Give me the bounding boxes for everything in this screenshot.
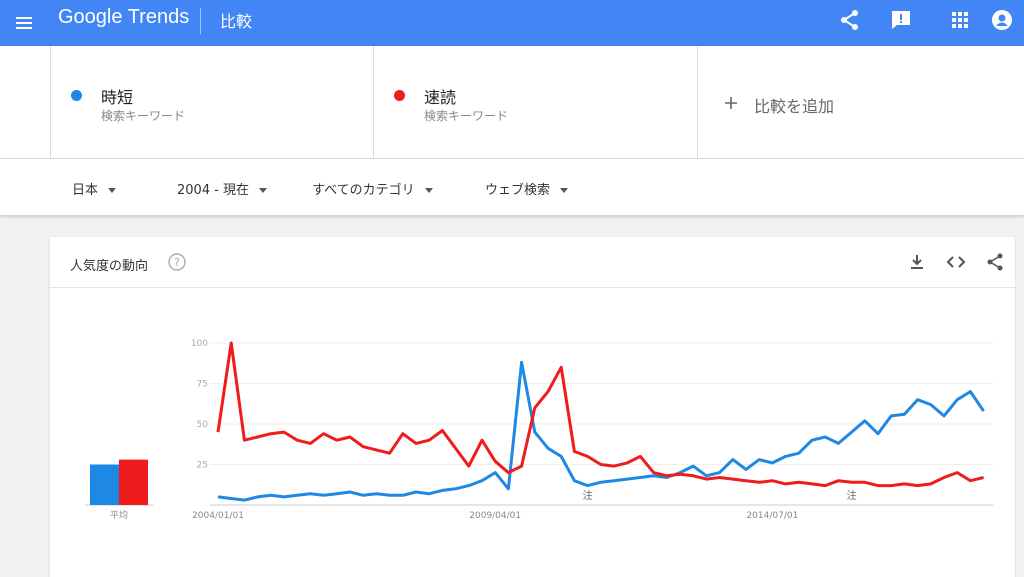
average-label: 平均 bbox=[110, 509, 128, 521]
term-type: 検索キーワード bbox=[101, 109, 186, 123]
term-type: 検索キーワード bbox=[424, 109, 509, 123]
term-dot bbox=[394, 90, 405, 101]
y-tick-label: 75 bbox=[197, 380, 208, 390]
divider bbox=[200, 8, 201, 34]
y-tick-label: 100 bbox=[191, 339, 208, 349]
y-tick-label: 25 bbox=[197, 461, 208, 471]
filter[interactable]: 日本 bbox=[72, 179, 116, 198]
feedback-icon[interactable] bbox=[889, 8, 913, 32]
search-terms: 時短 検索キーワード 速読 検索キーワード 比較を追加 bbox=[0, 46, 1024, 159]
account-icon[interactable] bbox=[990, 8, 1014, 32]
embed-icon[interactable] bbox=[946, 253, 966, 271]
svg-text:?: ? bbox=[174, 256, 180, 269]
download-icon[interactable] bbox=[908, 253, 926, 271]
filter[interactable]: 2004 - 現在 bbox=[177, 179, 267, 198]
share-icon[interactable] bbox=[838, 8, 862, 32]
series-line bbox=[216, 341, 984, 488]
top-bar: Google Trends 比較 bbox=[0, 0, 1024, 46]
annotation: 注 bbox=[847, 489, 857, 502]
help-icon[interactable]: ? bbox=[167, 252, 187, 272]
average-bar bbox=[119, 459, 148, 505]
apps-icon[interactable] bbox=[950, 10, 970, 30]
filter[interactable]: ウェブ検索 bbox=[485, 179, 568, 198]
share-icon[interactable] bbox=[985, 252, 1005, 272]
chart-card: 人気度の動向 ? bbox=[50, 237, 1015, 577]
card-title: 人気度の動向 bbox=[70, 259, 149, 274]
filter[interactable]: すべてのカテゴリ bbox=[312, 179, 433, 198]
x-tick-label: 2009/04/01 bbox=[469, 511, 521, 521]
series-line bbox=[217, 360, 985, 502]
annotation: 注 bbox=[583, 489, 593, 502]
plus-icon bbox=[725, 97, 737, 109]
logo[interactable]: Google Trends bbox=[58, 6, 190, 28]
term-dot bbox=[71, 90, 82, 101]
x-tick-label: 2004/01/01 bbox=[192, 511, 244, 521]
y-tick-label: 50 bbox=[197, 420, 209, 430]
filters: 日本 2004 - 現在 すべてのカテゴリ ウェブ検索 bbox=[0, 159, 1024, 215]
page-name: 比較 bbox=[220, 12, 253, 31]
term-card[interactable]: 速読 検索キーワード bbox=[373, 46, 697, 158]
add-term[interactable]: 比較を追加 bbox=[697, 46, 1024, 158]
term-card[interactable]: 時短 検索キーワード bbox=[50, 46, 374, 158]
separator bbox=[50, 287, 1015, 288]
x-tick-label: 2014/07/01 bbox=[746, 511, 798, 521]
menu-icon[interactable] bbox=[14, 13, 34, 33]
add-label: 比較を追加 bbox=[754, 97, 835, 116]
average-bar bbox=[90, 464, 119, 505]
term-name: 時短 bbox=[101, 88, 134, 107]
term-name: 速読 bbox=[424, 88, 457, 107]
